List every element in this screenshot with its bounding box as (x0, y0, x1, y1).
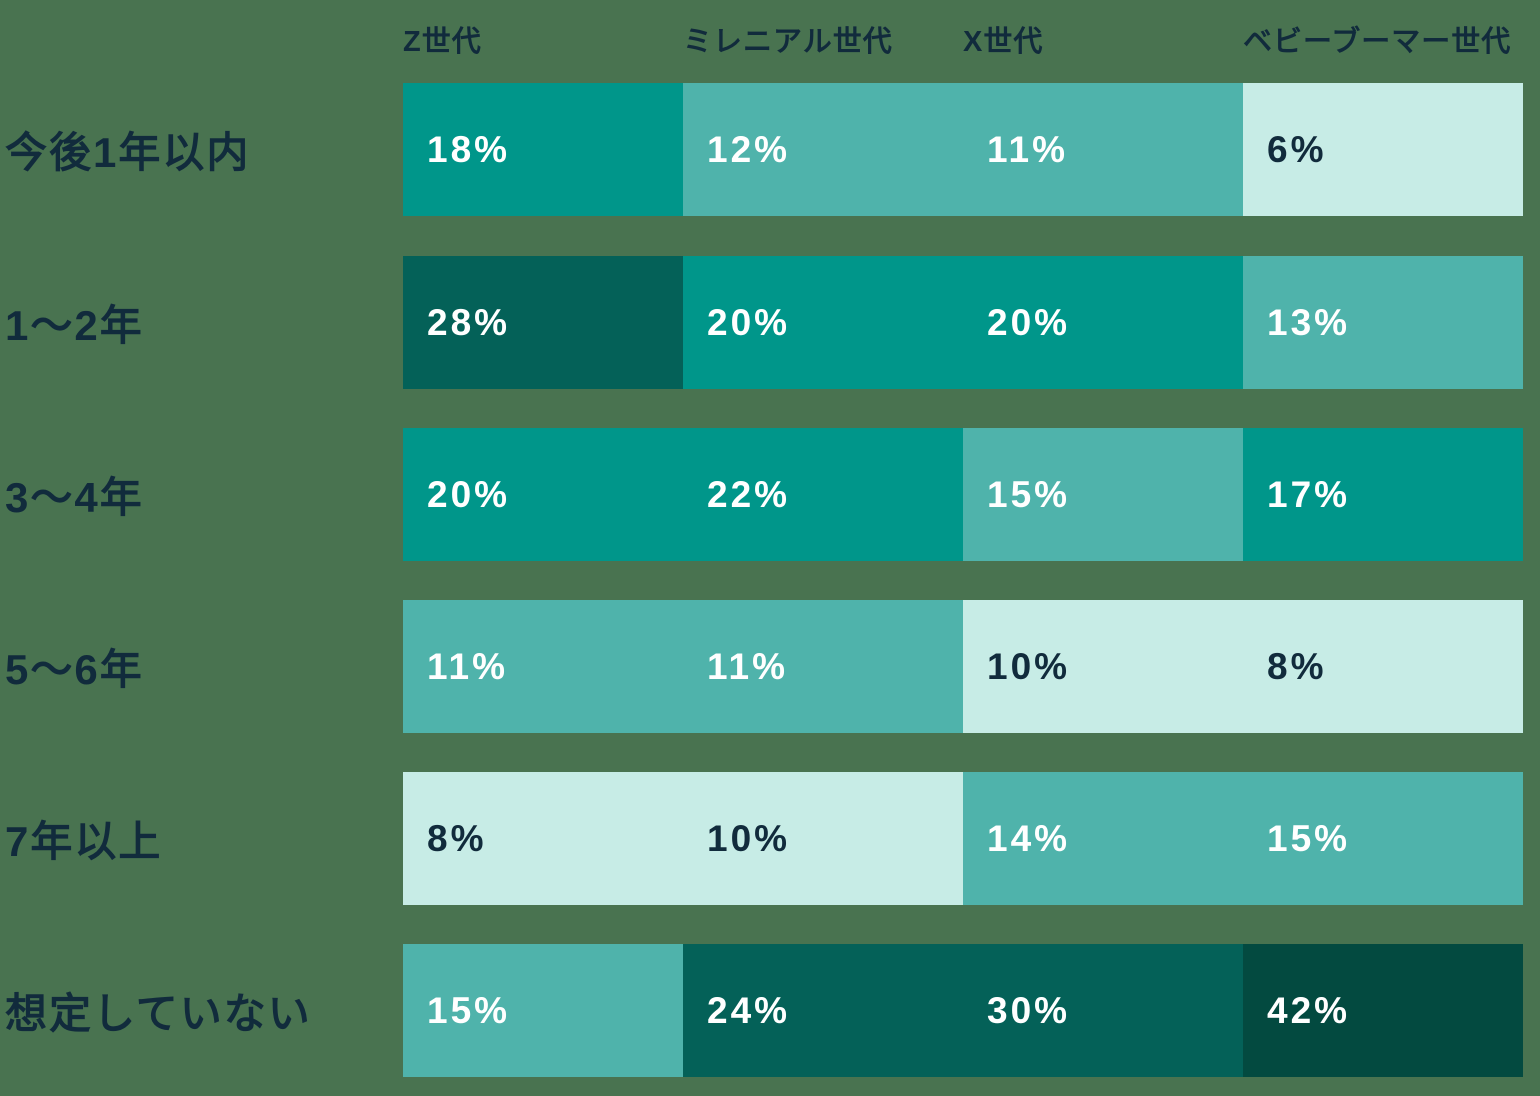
cell-value: 20% (987, 301, 1071, 343)
heatmap-cell: 22% (683, 428, 963, 561)
heatmap-cell: 15% (403, 944, 683, 1077)
heatmap-cell: 15% (1243, 772, 1523, 905)
cell-value: 13% (1267, 301, 1351, 343)
cell-value: 15% (1267, 817, 1351, 859)
column-header-gen-z: Z世代 (403, 26, 482, 58)
cell-value: 14% (987, 817, 1071, 859)
heatmap-cell: 11% (683, 600, 963, 733)
heatmap-cell: 17% (1243, 428, 1523, 561)
heatmap-cell: 6% (1243, 83, 1523, 216)
heatmap-cell: 10% (963, 600, 1243, 733)
heatmap-cell: 42% (1243, 944, 1523, 1077)
cell-value: 20% (707, 301, 791, 343)
cell-value: 12% (707, 128, 791, 170)
cell-value: 28% (427, 301, 511, 343)
heatmap-cell: 14% (963, 772, 1243, 905)
cell-value: 11% (987, 128, 1069, 170)
row-label: 3〜4年 (5, 474, 144, 521)
cell-value: 6% (1267, 128, 1327, 170)
column-header-gen-x: X世代 (963, 26, 1044, 58)
heatmap-cell: 28% (403, 256, 683, 389)
cell-value: 20% (427, 473, 511, 515)
column-headers: Z世代 ミレニアル世代 X世代 ベビーブーマー世代 (403, 24, 1523, 60)
heatmap-row: 15% 24% 30% 42% (403, 944, 1523, 1077)
heatmap-cell: 10% (683, 772, 963, 905)
row-label: 7年以上 (5, 818, 163, 865)
cell-value: 10% (707, 817, 791, 859)
heatmap-cell: 8% (403, 772, 683, 905)
cell-value: 30% (987, 989, 1071, 1031)
cell-value: 8% (1267, 645, 1327, 687)
heatmap-cell: 12% (683, 83, 963, 216)
cell-value: 18% (427, 128, 511, 170)
heatmap-cell: 15% (963, 428, 1243, 561)
heatmap-cell: 18% (403, 83, 683, 216)
cell-value: 22% (707, 473, 791, 515)
heatmap-cell: 11% (403, 600, 683, 733)
cell-value: 24% (707, 989, 791, 1031)
cell-value: 15% (427, 989, 511, 1031)
cell-value: 8% (427, 817, 487, 859)
heatmap-cell: 11% (963, 83, 1243, 216)
heatmap-row: 11% 11% 10% 8% (403, 600, 1523, 733)
cell-value: 17% (1267, 473, 1351, 515)
heatmap-row: 20% 22% 15% 17% (403, 428, 1523, 561)
heatmap-cell: 20% (683, 256, 963, 389)
heatmap-cell: 8% (1243, 600, 1523, 733)
cell-value: 11% (707, 645, 789, 687)
row-label: 今後1年以内 (5, 129, 251, 176)
cell-value: 10% (987, 645, 1071, 687)
row-label: 5〜6年 (5, 646, 144, 693)
cell-value: 42% (1267, 989, 1351, 1031)
column-header-millennial: ミレニアル世代 (683, 26, 893, 58)
row-label: 1〜2年 (5, 302, 144, 349)
heatmap-cell: 20% (403, 428, 683, 561)
cell-value: 11% (427, 645, 509, 687)
heatmap-cell: 13% (1243, 256, 1523, 389)
heatmap-row: 8% 10% 14% 15% (403, 772, 1523, 905)
heatmap-cell: 30% (963, 944, 1243, 1077)
heatmap-cell: 20% (963, 256, 1243, 389)
heatmap-cell: 24% (683, 944, 963, 1077)
cell-value: 15% (987, 473, 1071, 515)
column-header-baby-boomer: ベビーブーマー世代 (1243, 26, 1512, 58)
heatmap-row: 28% 20% 20% 13% (403, 256, 1523, 389)
heatmap-row: 18% 12% 11% 6% (403, 83, 1523, 216)
row-label: 想定していない (5, 990, 312, 1037)
